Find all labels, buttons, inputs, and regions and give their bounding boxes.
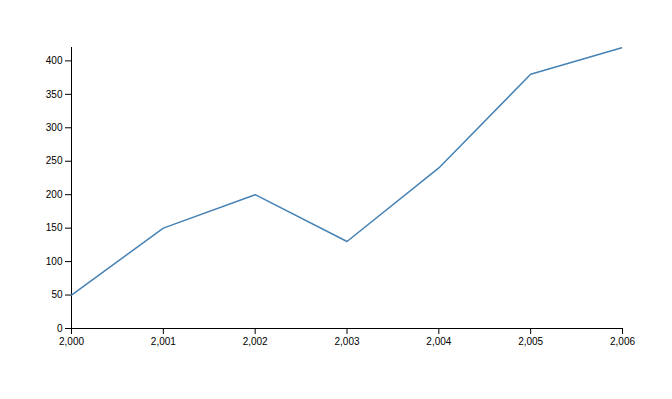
svg-text:300: 300 bbox=[46, 122, 63, 133]
svg-text:250: 250 bbox=[46, 155, 63, 166]
svg-text:400: 400 bbox=[46, 55, 63, 66]
svg-text:2,005: 2,005 bbox=[518, 336, 543, 347]
svg-text:200: 200 bbox=[46, 189, 63, 200]
svg-text:2,003: 2,003 bbox=[334, 336, 359, 347]
svg-text:2,006: 2,006 bbox=[610, 336, 635, 347]
svg-text:50: 50 bbox=[51, 289, 63, 300]
svg-text:150: 150 bbox=[46, 222, 63, 233]
svg-text:350: 350 bbox=[46, 89, 63, 100]
svg-text:2,000: 2,000 bbox=[59, 336, 84, 347]
svg-text:2,002: 2,002 bbox=[243, 336, 268, 347]
svg-text:2,001: 2,001 bbox=[151, 336, 176, 347]
svg-text:0: 0 bbox=[57, 323, 63, 334]
svg-text:100: 100 bbox=[46, 256, 63, 267]
svg-text:2,004: 2,004 bbox=[426, 336, 451, 347]
